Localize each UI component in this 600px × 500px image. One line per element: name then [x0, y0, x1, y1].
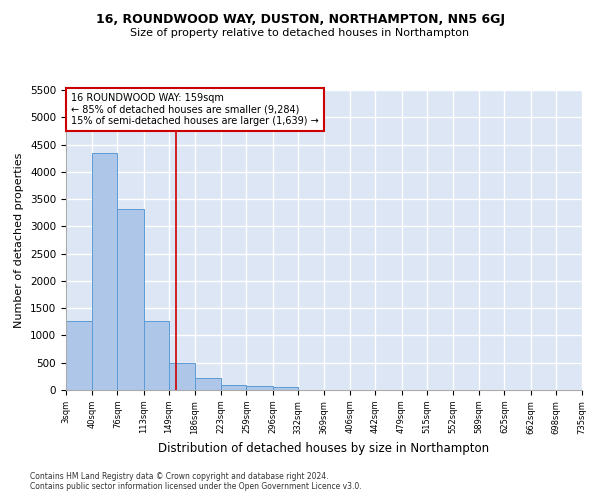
- Bar: [221, 384, 247, 390]
- Bar: [92, 152, 118, 390]
- Text: Contains public sector information licensed under the Open Government Licence v3: Contains public sector information licen…: [30, 482, 362, 491]
- Y-axis label: Number of detached properties: Number of detached properties: [14, 152, 25, 328]
- Bar: [118, 209, 143, 390]
- Bar: [247, 386, 272, 390]
- Text: Contains HM Land Registry data © Crown copyright and database right 2024.: Contains HM Land Registry data © Crown c…: [30, 472, 329, 481]
- Bar: [195, 378, 221, 390]
- Bar: [169, 364, 195, 390]
- Bar: [272, 386, 298, 390]
- Text: Size of property relative to detached houses in Northampton: Size of property relative to detached ho…: [130, 28, 470, 38]
- Text: 16 ROUNDWOOD WAY: 159sqm
← 85% of detached houses are smaller (9,284)
15% of sem: 16 ROUNDWOOD WAY: 159sqm ← 85% of detach…: [71, 93, 319, 126]
- Bar: [66, 320, 92, 390]
- Bar: [143, 320, 169, 390]
- Text: 16, ROUNDWOOD WAY, DUSTON, NORTHAMPTON, NN5 6GJ: 16, ROUNDWOOD WAY, DUSTON, NORTHAMPTON, …: [95, 12, 505, 26]
- X-axis label: Distribution of detached houses by size in Northampton: Distribution of detached houses by size …: [158, 442, 490, 455]
